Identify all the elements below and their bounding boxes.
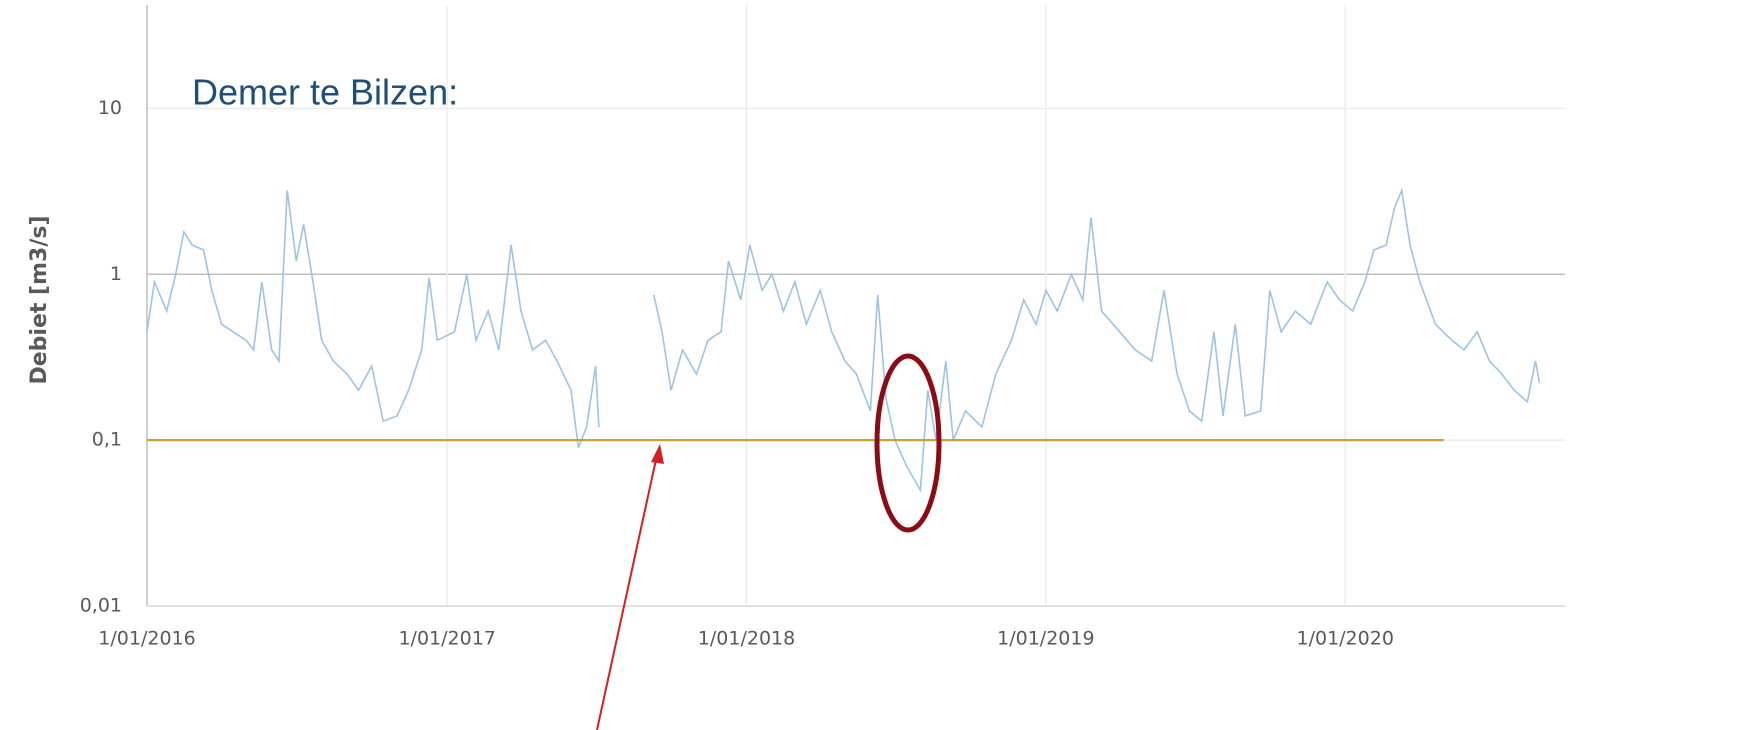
x-tick-label: 1/01/2019 (997, 628, 1094, 650)
data-line (146, 187, 1541, 493)
pointer-arrow (596, 454, 658, 730)
y-tick-label: 0,1 (92, 429, 122, 451)
y-tick-label: 1 (110, 263, 122, 285)
y-tick-label: 10 (98, 97, 122, 119)
x-tick-label: 1/01/2018 (698, 628, 795, 650)
x-tick-label: 1/01/2016 (98, 628, 195, 650)
arrow-head (651, 444, 664, 464)
annotation: Demer te Bilzen: (192, 72, 458, 113)
y-axis-label: Debiet [m3/s] (27, 215, 52, 384)
y-tick-label: 0,01 (80, 595, 122, 617)
x-tick-label: 1/01/2020 (1296, 628, 1393, 650)
x-tick-label: 1/01/2017 (398, 628, 495, 650)
highlight-ellipse (874, 353, 942, 533)
